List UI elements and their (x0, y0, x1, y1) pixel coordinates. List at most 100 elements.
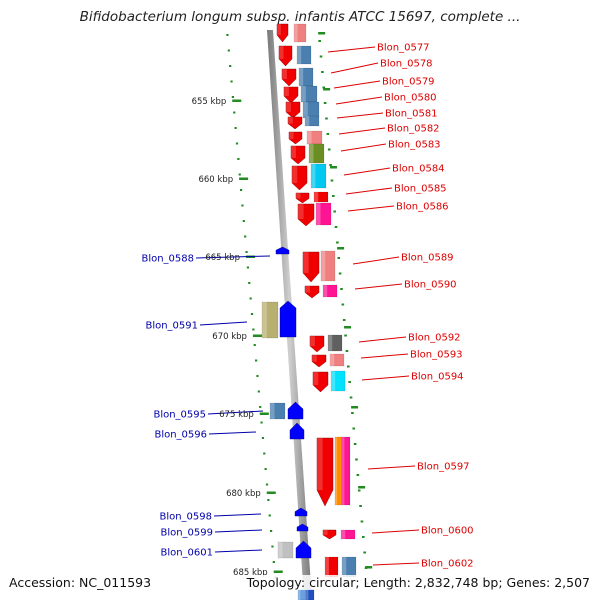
tick-dot (319, 55, 323, 58)
reverse-gene-label[interactable]: Blon_0591 (145, 321, 198, 332)
tick-dot (242, 220, 245, 222)
tick-dot (257, 390, 260, 393)
kbp-tick-label: 680 kbp (226, 489, 261, 499)
major-tick (351, 406, 359, 409)
forward-gene-label[interactable]: Blon_0590 (404, 280, 457, 291)
gene-highlight (335, 437, 338, 505)
gene-highlight (262, 302, 267, 338)
forward-gene-label[interactable]: Blon_0592 (408, 333, 461, 344)
gene-highlight (282, 69, 287, 79)
gene-highlight (284, 87, 289, 96)
major-tick (344, 326, 352, 329)
tick-dot (336, 241, 339, 244)
gene-highlight (279, 46, 284, 59)
gene-arrow (278, 45, 293, 67)
gene-highlight (316, 203, 321, 225)
major-tick (273, 570, 283, 573)
forward-gene-label[interactable]: Blon_0585 (394, 184, 447, 195)
tick-dot (363, 551, 366, 554)
tick-dot (234, 127, 237, 129)
gene-annotation-block (315, 202, 332, 226)
tick-dot (250, 313, 254, 315)
gene-highlight (330, 354, 335, 366)
tick-dot (239, 189, 243, 191)
tick-dot (327, 148, 331, 151)
forward-gene-label[interactable]: Blon_0600 (421, 526, 474, 537)
gene-leader-line (340, 143, 387, 152)
forward-gene-label[interactable]: Blon_0577 (377, 43, 430, 54)
gene-annotation-block (330, 370, 346, 392)
forward-gene-label[interactable]: Blon_0581 (385, 109, 438, 120)
gene-arrow (312, 371, 329, 393)
gene-arrow (294, 507, 308, 517)
tick-dot (349, 396, 353, 399)
tick-dot (338, 272, 342, 275)
tick-dot (246, 266, 250, 269)
tick-dot (318, 40, 321, 42)
gene-leader-line (360, 353, 409, 359)
kbp-tick-label: 675 kbp (219, 410, 254, 420)
forward-gene-label[interactable]: Blon_0582 (387, 124, 440, 135)
gene-leader-line (345, 187, 393, 195)
gene-annotation-block (277, 541, 294, 559)
gene-highlight (270, 403, 275, 419)
tick-dot (331, 195, 335, 197)
gene-leader-line (347, 205, 395, 212)
reverse-gene-label[interactable]: Blon_0599 (160, 528, 213, 539)
forward-gene-label[interactable]: Blon_0589 (401, 253, 454, 264)
tick-dot (237, 158, 240, 160)
gene-highlight (289, 132, 294, 139)
genome-title: Bifidobacterium longum subsp. infantis A… (79, 9, 521, 25)
gene-arrow (289, 422, 305, 440)
forward-gene-label[interactable]: Blon_0602 (421, 559, 474, 570)
gene-arrow (287, 401, 304, 420)
gene-highlight (303, 252, 309, 273)
tick-dot (330, 179, 334, 182)
tick-dot (235, 142, 239, 145)
gene-annotation-block (261, 301, 279, 339)
gene-annotation-block (340, 529, 356, 540)
gene-leader-line (335, 96, 383, 105)
tick-dot (268, 514, 271, 517)
gene-arrow (276, 23, 289, 43)
gene-leader-line (214, 529, 263, 533)
major-tick (232, 99, 242, 102)
forward-gene-label[interactable]: Blon_0594 (411, 372, 464, 383)
tick-dot (233, 111, 236, 114)
forward-gene-label[interactable]: Blon_0578 (380, 59, 433, 70)
tick-dot (353, 443, 357, 445)
reverse-gene-label[interactable]: Blon_0595 (153, 410, 206, 421)
gene-annotation-block (322, 284, 338, 298)
gene-annotation-block (329, 353, 345, 367)
tick-dot (344, 334, 347, 337)
major-tick (239, 177, 249, 180)
tick-dot (238, 173, 241, 176)
reverse-gene-label[interactable]: Blon_0598 (159, 512, 212, 523)
major-tick (266, 491, 276, 494)
tick-dot (265, 483, 269, 486)
forward-gene-label[interactable]: Blon_0597 (417, 462, 470, 473)
tick-dot (244, 235, 247, 238)
tick-dot (351, 412, 354, 414)
forward-gene-label[interactable]: Blon_0583 (388, 140, 441, 151)
gene-annotation-block (304, 115, 320, 127)
gene-highlight (305, 286, 310, 293)
gene-leader-line (361, 375, 410, 381)
tick-dot (334, 226, 338, 228)
reverse-gene-label[interactable]: Blon_0588 (141, 254, 194, 265)
tick-dot (326, 133, 330, 135)
tick-dot (226, 34, 229, 36)
forward-gene-label[interactable]: Blon_0593 (410, 350, 463, 361)
forward-gene-label[interactable]: Blon_0579 (382, 77, 435, 88)
forward-gene-label[interactable]: Blon_0586 (396, 202, 449, 213)
gene-highlight (321, 251, 326, 281)
reverse-gene-label[interactable]: Blon_0601 (160, 548, 213, 559)
reverse-gene-label[interactable]: Blon_0596 (154, 430, 207, 441)
gene-arrow (302, 251, 320, 283)
forward-gene-label[interactable]: Blon_0580 (384, 93, 437, 104)
tick-dot (270, 530, 273, 532)
major-tick (252, 334, 262, 337)
forward-gene-label[interactable]: Blon_0584 (392, 164, 445, 175)
gene-highlight (291, 146, 296, 158)
